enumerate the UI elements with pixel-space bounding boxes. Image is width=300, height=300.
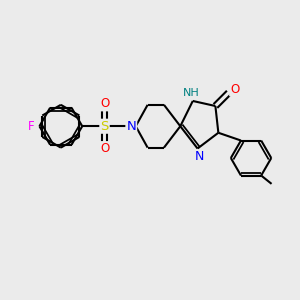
Text: O: O <box>230 82 239 96</box>
Text: N: N <box>194 150 204 163</box>
Text: F: F <box>28 120 34 133</box>
Text: N: N <box>126 120 136 133</box>
Text: O: O <box>100 98 109 110</box>
Text: NH: NH <box>183 88 200 98</box>
Text: S: S <box>100 120 109 133</box>
Text: O: O <box>100 142 109 155</box>
